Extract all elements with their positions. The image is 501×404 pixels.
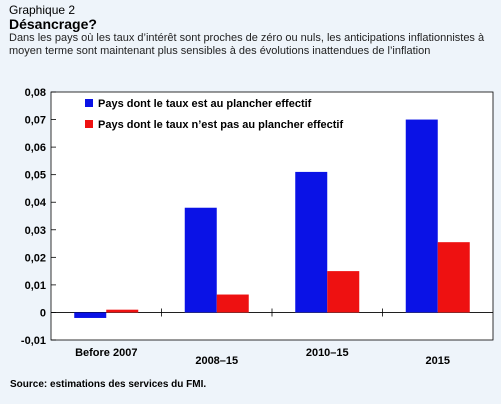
y-tick-label: 0,05 <box>25 170 46 182</box>
bar-1-3 <box>405 119 438 313</box>
y-tick-label: 0,03 <box>25 225 46 237</box>
x-tick-label: 2010–15 <box>306 347 349 359</box>
y-tick-label: 0,02 <box>25 252 46 264</box>
chart-title: Désancrage? <box>9 16 97 32</box>
bar-1-0 <box>74 312 107 318</box>
bar-1-1 <box>184 207 217 313</box>
bar-1-2 <box>295 171 328 313</box>
x-tick-label: Before 2007 <box>75 347 137 359</box>
bar-2-0 <box>106 309 139 313</box>
y-tick-label: -0,01 <box>21 335 46 347</box>
figure-label: Graphique 2 <box>9 3 76 17</box>
x-tick-label: 2015 <box>426 355 450 367</box>
bar-2-2 <box>327 271 360 313</box>
y-tick-label: 0 <box>40 307 46 319</box>
legend-label-2: Pays dont le taux n’est pas au plancher … <box>98 119 343 131</box>
legend-swatch-1 <box>85 99 93 107</box>
y-tick-label: 0,07 <box>25 115 46 127</box>
y-tick-label: 0,06 <box>25 142 46 154</box>
bar-2-1 <box>216 294 249 313</box>
legend-swatch-2 <box>85 120 93 128</box>
x-tick-label: 2008–15 <box>195 355 238 367</box>
chart-subtitle: Dans les pays où les taux d’intérêt sont… <box>9 32 485 57</box>
bar-2-3 <box>437 242 470 313</box>
y-tick-label: 0,08 <box>25 87 46 99</box>
source-note: Source: estimations des services du FMI. <box>10 379 207 390</box>
legend-label-1: Pays dont le taux est au plancher effect… <box>98 98 312 110</box>
y-tick-label: 0,01 <box>25 280 46 292</box>
y-tick-label: 0,04 <box>25 197 47 209</box>
